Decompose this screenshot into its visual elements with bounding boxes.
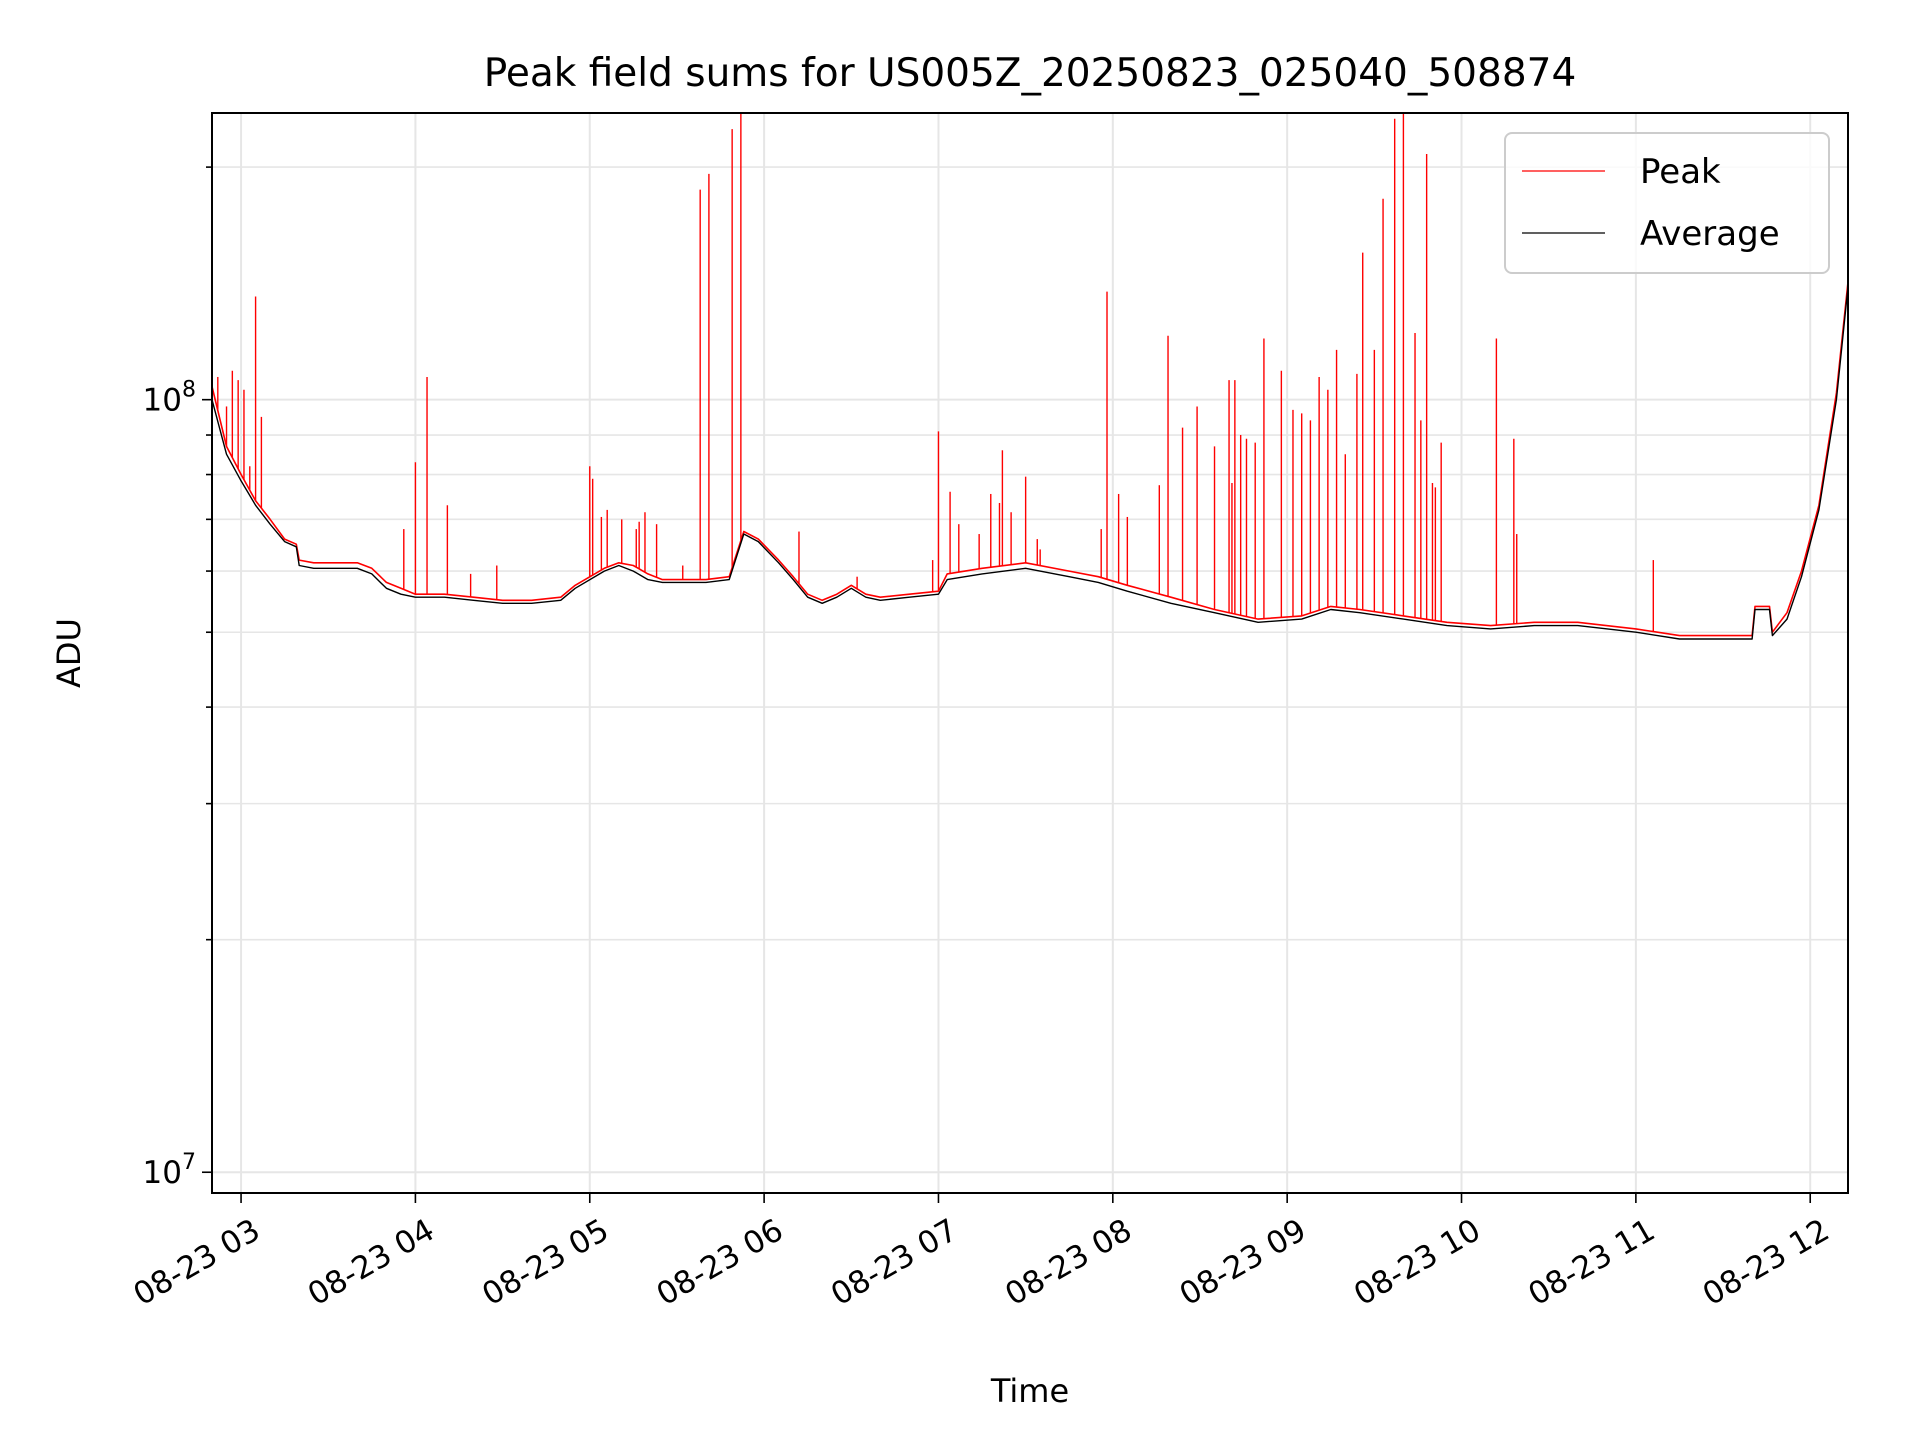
series-peak-line <box>211 281 1849 637</box>
legend-label-peak: Peak <box>1640 152 1721 192</box>
grid <box>212 113 1848 1193</box>
legend-box <box>1504 132 1830 274</box>
legend: Peak Average <box>1504 132 1830 274</box>
y-tick-label: 108 <box>143 378 196 419</box>
plot-area <box>211 113 1849 640</box>
legend-label-average: Average <box>1640 214 1780 254</box>
chart-title: Peak field sums for US005Z_20250823_0250… <box>484 51 1577 96</box>
y-tick-label: 107 <box>143 1150 196 1191</box>
x-axis-title: Time <box>990 1372 1069 1410</box>
y-axis-title: ADU <box>50 618 88 688</box>
axes-frame <box>211 112 1849 1194</box>
series-average-line <box>211 286 1849 640</box>
